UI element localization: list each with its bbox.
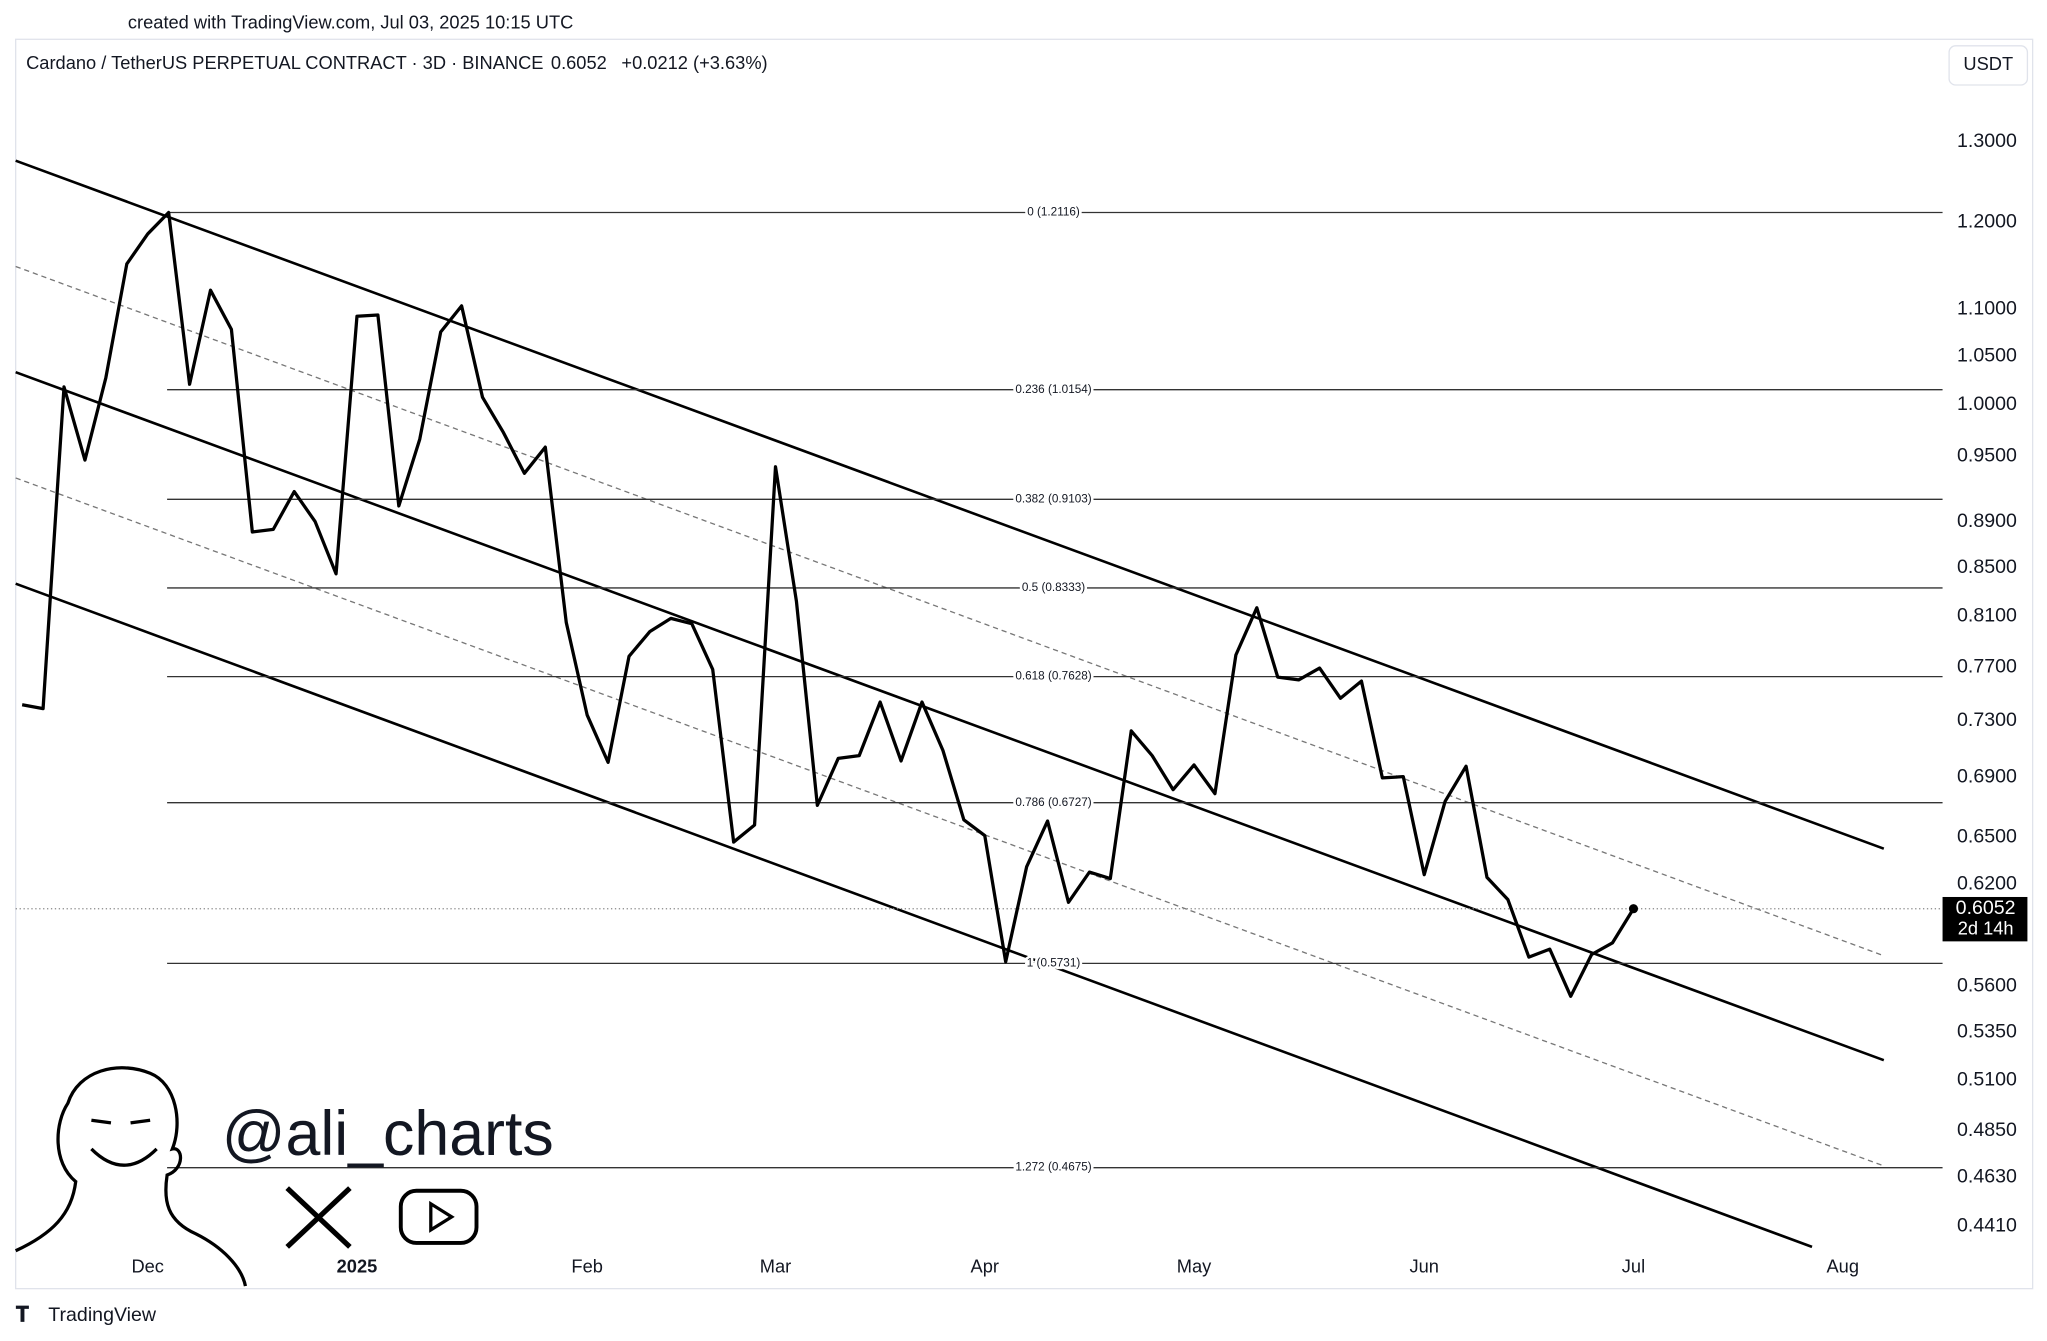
y-tick-label: 1.0000 <box>1957 393 2017 415</box>
channel-lower <box>15 582 1813 1249</box>
fib-label: 0.236 (1.0154) <box>1015 383 1091 396</box>
y-tick-label: 0.9500 <box>1957 445 2017 467</box>
channel-midline <box>15 477 1885 1167</box>
avatar-eyes <box>91 1118 151 1125</box>
channel-midline <box>15 265 1885 957</box>
x-tick-label: Apr <box>971 1256 999 1277</box>
y-tick-label: 0.6900 <box>1957 765 2017 787</box>
channel-upper <box>15 159 1885 850</box>
chart-frame <box>15 38 2034 1290</box>
brand: TradingView <box>48 1304 157 1326</box>
y-tick-label: 1.2000 <box>1957 210 2017 232</box>
y-tick-label: 0.5350 <box>1957 1021 2017 1043</box>
last-price-badge-value: 0.6052 <box>1956 897 2016 919</box>
avatar-smile <box>90 1147 158 1167</box>
last-price-badge <box>1942 896 2028 942</box>
y-tick-label: 0.4850 <box>1957 1119 2017 1141</box>
tv-logo: 𝐓 <box>16 1304 30 1327</box>
currency-label: USDT <box>1963 53 2013 74</box>
y-tick-label: 0.8100 <box>1957 605 2017 627</box>
last-point <box>1628 904 1639 914</box>
price-line <box>21 210 1635 998</box>
plot: 0 (1.2116) 0.236 (1.0154) 0.382 (0.9103) 0.… <box>15 130 2017 1277</box>
youtube-icon[interactable] <box>398 1188 479 1245</box>
y-tick-label: 1.1000 <box>1957 298 2017 320</box>
currency-button[interactable] <box>1948 45 2029 86</box>
x-tick-label: Mar <box>760 1256 791 1277</box>
x-icon[interactable] <box>285 1186 352 1249</box>
fib-label: 0.382 (0.9103) <box>1015 492 1091 505</box>
y-tick-label: 0.6500 <box>1957 825 2017 847</box>
youtube-play <box>429 1200 455 1233</box>
x-tick-label: Aug <box>1826 1256 1859 1277</box>
y-tick-label: 0.8900 <box>1957 510 2017 532</box>
x-tick-label: Dec <box>131 1256 163 1277</box>
y-tick-label: 0.4410 <box>1957 1214 2017 1236</box>
price-change: +0.0212 (+3.63%) <box>621 52 767 73</box>
y-tick-label: 0.6200 <box>1957 873 2017 895</box>
x-tick-label: Jul <box>1622 1256 1645 1277</box>
channel-middle <box>15 370 1885 1062</box>
y-tick-label: 0.5600 <box>1957 975 2017 997</box>
watermark-handle: @ali_charts <box>222 1099 554 1169</box>
fib-label: 0.786 (0.6727) <box>1015 796 1091 809</box>
x-tick-label: 2025 <box>337 1256 378 1277</box>
y-tick-label: 1.3000 <box>1957 130 2017 152</box>
y-tick-label: 0.4630 <box>1957 1166 2017 1188</box>
created-note: created with TradingView.com, Jul 03, 20… <box>128 11 573 32</box>
fib-label: 0 (1.2116) <box>1027 206 1080 219</box>
y-tick-label: 0.8500 <box>1957 556 2017 578</box>
channel <box>15 159 1885 1249</box>
x-tick-label: Feb <box>571 1256 602 1277</box>
symbol-title: Cardano / TetherUS PERPETUAL CONTRACT · … <box>26 52 543 73</box>
countdown: 2d 14h <box>1958 917 2014 938</box>
fib-label: 1 (0.5731) <box>1027 956 1081 969</box>
y-tick-label: 0.7700 <box>1957 655 2017 677</box>
fib-label: 0.5 (0.8333) <box>1022 581 1085 594</box>
x-tick-label: May <box>1177 1256 1212 1277</box>
y-tick-label: 0.5100 <box>1957 1069 2017 1091</box>
watermark <box>14 1066 479 1287</box>
y-tick-label: 1.0500 <box>1957 344 2017 366</box>
x-tick-label: Jun <box>1409 1256 1438 1277</box>
y-tick-label: 0.7300 <box>1957 709 2017 731</box>
fib-label: 0.618 (0.7628) <box>1015 670 1091 683</box>
avatar-outline <box>14 1066 248 1287</box>
last-price-header: 0.6052 <box>551 52 607 73</box>
fib-label: 1.272 (0.4675) <box>1015 1161 1091 1174</box>
